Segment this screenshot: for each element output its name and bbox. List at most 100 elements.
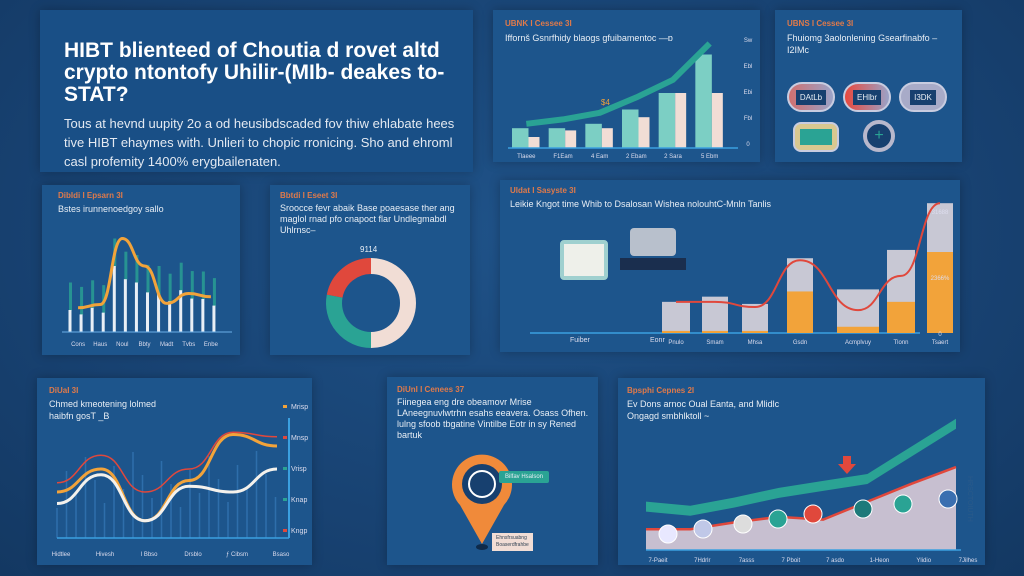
candle	[91, 280, 95, 309]
x-tick-label: Bsaso	[273, 552, 290, 558]
x-tick-label: 4 Eam	[591, 154, 608, 160]
panel-tag: UBNS I Cessee 3I	[787, 19, 854, 28]
candle	[69, 282, 72, 311]
panel-title: Fhuiomg 3aolonlening Gsearfinabfo – I2IM…	[787, 33, 938, 55]
legend-label: Kngp	[291, 528, 307, 535]
badge-label: DAtLb	[795, 89, 827, 105]
x-tick-label: Tlaeee	[517, 154, 536, 160]
pin-legend: Ehnsfrsuabng Boaserdfrahbe	[492, 533, 533, 551]
x-tick-label: Mhsa	[748, 340, 763, 346]
device-illustration	[620, 258, 686, 270]
candle	[179, 262, 183, 291]
x-tick-label: Bbty	[138, 342, 150, 348]
x-tick-label: ƒ Cibsm	[226, 552, 248, 558]
x-tick-label: 7Hdrlr	[694, 558, 710, 564]
bar-teal	[622, 109, 639, 148]
bar	[157, 293, 161, 332]
x-label: Fuiber	[570, 337, 590, 344]
wide-chart-panel: Pnulo Smam Mhsa Gsdn Acmplvuy Tlonn Tsaert 3168…	[500, 180, 960, 352]
panel-title: Fiinegea eng dre obeamovr Mrise LAneegnu…	[397, 397, 589, 440]
y-tick-label: 0	[938, 332, 942, 338]
candle	[146, 264, 150, 293]
legend-swatch	[283, 467, 287, 470]
badge: EHlbr	[843, 82, 891, 112]
wide-bar-chart: Pnulo Smam Mhsa Gsdn Acmplvuy Tlonn Tsaert 3168…	[530, 202, 953, 346]
x-tick-label: Enbe	[204, 342, 219, 348]
panel-title: Sroocce fevr abaik Base poaesase ther an…	[280, 203, 455, 235]
x-tick-label: 2 Sara	[664, 154, 682, 160]
bar-teal	[512, 128, 529, 148]
growth-chart-panel: Tlaeee F1Eam 4 Eam 2 Ebam 2 Sara 5 Ebm Sw Ebl Eb…	[493, 10, 760, 162]
x-tick-label: 7 asdo	[826, 558, 845, 564]
bar	[79, 314, 83, 332]
y-tick-label: 31688	[932, 210, 949, 216]
lines-chart-panel: Hidtlee Hivesh I Bbso Drsblo ƒ Cibsm Bsaso Mri…	[37, 378, 312, 565]
y-tick-label: Ebi	[744, 90, 753, 96]
title-panel: HIBT blienteed of Choutia d rovet altd c…	[40, 10, 473, 172]
area-teal	[646, 418, 956, 516]
y-tick-label: Ebl	[744, 64, 753, 70]
bar-pink	[528, 137, 540, 148]
y-tick-label: 0	[746, 142, 750, 148]
area-base	[646, 467, 956, 550]
bar	[112, 266, 116, 332]
donut-chart	[326, 258, 416, 348]
donut-slice	[370, 258, 416, 348]
bar-teal	[548, 128, 566, 148]
trend-line	[78, 236, 211, 310]
candle	[80, 286, 84, 315]
logo-badge-icon	[658, 524, 678, 544]
logo-badge-icon	[853, 499, 873, 519]
bar	[742, 303, 768, 333]
bar-segment	[787, 291, 813, 333]
bar	[146, 292, 149, 332]
panel-tag: DibIdi I Epsarn 3I	[58, 191, 123, 200]
logo-badge-icon	[693, 519, 713, 539]
x-tick-label: 5 Ebm	[701, 154, 718, 160]
candle	[157, 266, 161, 294]
legend-item: Ehnsfrsuabng	[496, 535, 527, 541]
y-tick-label: 2366%	[931, 276, 950, 282]
series-line	[56, 467, 278, 523]
down-arrow-icon	[838, 456, 856, 474]
bar	[212, 305, 216, 332]
board-illustration	[560, 240, 608, 280]
growth-chart: Tlaeee F1Eam 4 Eam 2 Ebam 2 Sara 5 Ebm Sw Ebl Eb…	[508, 38, 753, 160]
donut-chart-panel: Bbtdi I Eseet 3I Sroocce fevr abaik Base…	[270, 185, 470, 355]
panel-tag: UBNK I Cessee 3I	[505, 19, 572, 28]
x-tick-label: 2 Ebam	[626, 154, 647, 160]
donut-slice	[326, 294, 372, 348]
multi-line-chart: Hidtlee Hivesh I Bbso Drsblo ƒ Cibsm Bsaso Mri…	[52, 404, 309, 558]
x-tick-label: 1-Heon	[870, 558, 890, 564]
x-tick-label: Haus	[93, 342, 107, 348]
logo-badge-icon	[938, 489, 958, 509]
monitor-illustration	[630, 228, 676, 256]
x-tick-label: Tsaert	[932, 340, 949, 346]
trend-line	[676, 202, 941, 312]
location-pin-icon	[452, 454, 512, 550]
x-tick-label: F1Eam	[553, 154, 572, 160]
panel-tag: DiUnI I Cenees 37	[397, 385, 465, 394]
bar-teal	[658, 93, 676, 148]
bar	[134, 282, 138, 332]
x-tick-label: Tvbs	[182, 342, 195, 348]
x-tick-label: I Bbso	[140, 552, 158, 558]
badges-panel: UBNS I Cessee 3I Fhuiomg 3aolonlening Gs…	[775, 10, 962, 162]
bar	[90, 307, 94, 332]
legend-label: Vrisp	[291, 466, 307, 473]
legend-swatch	[283, 498, 287, 501]
area-chart: 7-Paeit 7Hdrlr 7asss 7 Pboit 7 asdo 1-Heon Yli…	[646, 418, 977, 564]
bar-segment	[662, 330, 690, 333]
x-tick-label: 7asss	[739, 558, 755, 564]
candle	[124, 251, 128, 280]
logo-badge-icon	[893, 494, 913, 514]
badge-label: EHlbr	[852, 89, 881, 105]
panel-title: Bstes irunnenoedgoy sallo	[58, 204, 164, 214]
legend-item: Boaserdfrahbe	[496, 542, 529, 548]
logo-badge-icon	[733, 514, 753, 534]
area-chart-panel: 7-Paeit 7Hdrlr 7asss 7 Pboit 7 asdo 1-Heon Yli…	[618, 378, 985, 565]
bar-segment	[887, 301, 915, 333]
pin-panel: DiUnI I Cenees 37 Fiinegea eng dre obeam…	[387, 377, 598, 565]
intro-text: Tous at hevnd uupity 2o a od heusibdscad…	[64, 116, 455, 169]
panel-title: Chmed kmeotening lolmed haibfn gosT _B	[49, 399, 157, 421]
